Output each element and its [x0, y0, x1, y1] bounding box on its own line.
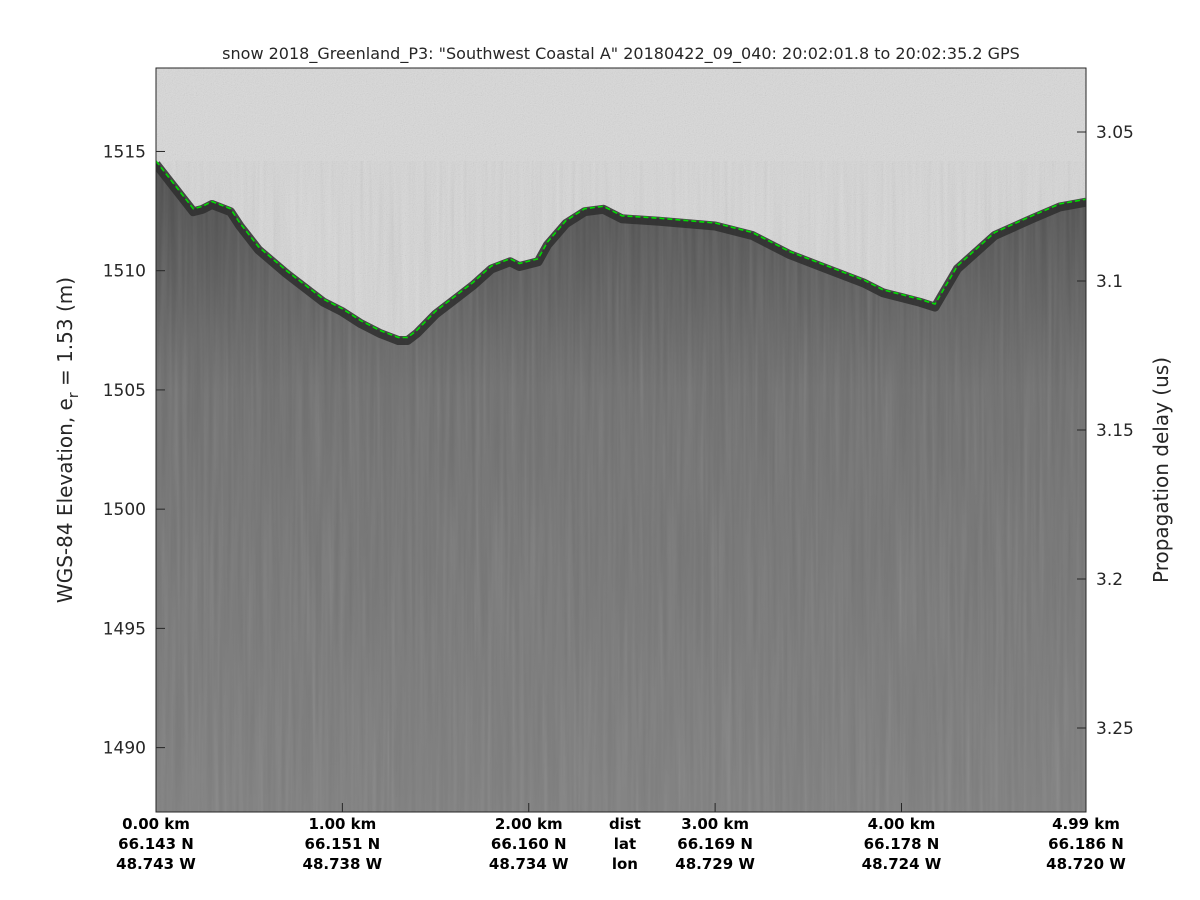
plot-area — [156, 68, 1086, 812]
subsurface-noise — [156, 161, 1086, 812]
x-row-label: dist — [609, 815, 641, 833]
x-tick-dist-label: 2.00 km — [495, 815, 563, 833]
y-tick-label: 1515 — [103, 142, 146, 162]
x-tick-lat-label: 66.160 N — [491, 835, 567, 853]
y-tick-label: 1495 — [103, 619, 146, 639]
x-tick-lat-label: 66.186 N — [1048, 835, 1124, 853]
x-tick-lat-label: 66.169 N — [677, 835, 753, 853]
bottom-axis: 0.00 km 66.143 N 48.743 W 1.00 km 66.151 N 48… — [116, 803, 1126, 873]
y2-tick-label: 3.15 — [1096, 421, 1134, 441]
x-row-label: lon — [612, 855, 638, 873]
right-axis: 3.05 3.1 3.15 3.2 3.25 — [1077, 123, 1134, 739]
surface-return-band — [156, 161, 1086, 345]
x-tick-dist-label: 3.00 km — [681, 815, 749, 833]
y2-tick-label: 3.25 — [1096, 719, 1134, 739]
chart-title: snow 2018_Greenland_P3: "Southwest Coast… — [222, 44, 1020, 64]
y2-tick-label: 3.2 — [1096, 570, 1123, 590]
x-tick-lon-label: 48.738 W — [303, 855, 383, 873]
y-tick-label: 1510 — [103, 262, 146, 282]
x-tick-lon-label: 48.724 W — [862, 855, 942, 873]
left-axis-title-main: WGS-84 Elevation, e — [53, 398, 77, 603]
x-tick-dist-label: 4.99 km — [1052, 815, 1120, 833]
x-tick-lat-label: 66.178 N — [864, 835, 940, 853]
x-row-label: lat — [614, 835, 636, 853]
left-axis-title-subscript: r — [66, 392, 82, 398]
x-tick-lon-label: 48.743 W — [116, 855, 196, 873]
x-tick-dist-label: 0.00 km — [122, 815, 190, 833]
x-tick-lat-label: 66.143 N — [118, 835, 194, 853]
x-tick-lon-label: 48.720 W — [1046, 855, 1126, 873]
plot-frame — [155, 67, 1087, 813]
x-tick-lon-label: 48.729 W — [675, 855, 755, 873]
x-tick-dist-label: 4.00 km — [868, 815, 936, 833]
y-tick-label: 1490 — [103, 739, 146, 759]
left-axis: 1490 1495 1500 1505 1510 1515 — [103, 142, 165, 759]
y2-tick-label: 3.05 — [1096, 123, 1134, 143]
y-tick-label: 1500 — [103, 500, 146, 520]
left-axis-title: WGS-84 Elevation, er = 1.53 (m) — [53, 277, 82, 603]
left-axis-title-tail: = 1.53 (m) — [53, 277, 77, 392]
right-axis-title: Propagation delay (us) — [1149, 357, 1173, 583]
x-tick-lon-label: 48.734 W — [489, 855, 569, 873]
y2-tick-label: 3.1 — [1096, 272, 1123, 292]
x-tick-lat-label: 66.151 N — [305, 835, 381, 853]
y-tick-label: 1505 — [103, 381, 146, 401]
surface-layer-line — [156, 160, 1086, 339]
x-tick-dist-label: 1.00 km — [308, 815, 376, 833]
